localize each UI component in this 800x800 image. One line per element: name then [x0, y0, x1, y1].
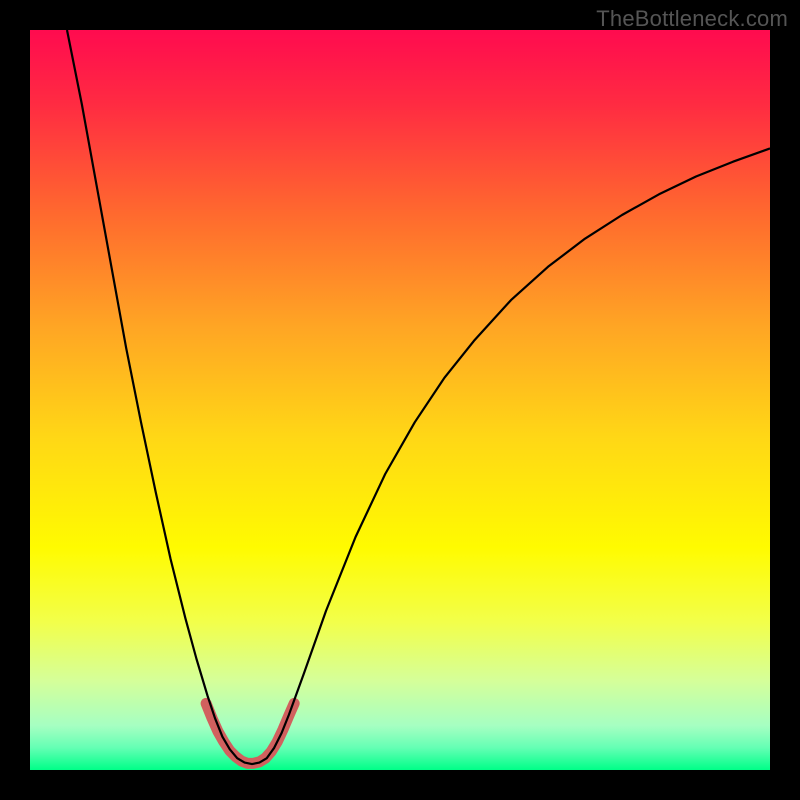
gradient-background [30, 30, 770, 770]
chart-svg [30, 30, 770, 770]
watermark-text: TheBottleneck.com [596, 6, 788, 32]
chart-area [30, 30, 770, 770]
